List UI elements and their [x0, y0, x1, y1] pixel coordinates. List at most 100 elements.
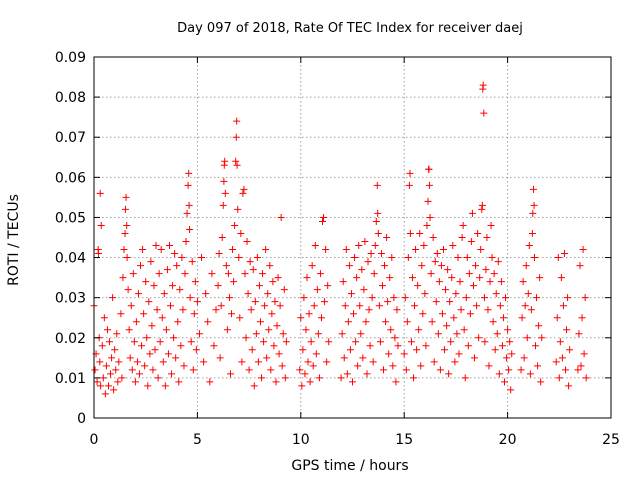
data-point	[129, 270, 137, 278]
data-point	[221, 157, 229, 165]
x-tick-label: 20	[499, 432, 517, 448]
data-point	[178, 254, 186, 262]
y-tick-label: 0.02	[55, 331, 86, 347]
data-point	[312, 350, 320, 358]
data-point	[262, 246, 270, 254]
data-point	[215, 250, 223, 258]
data-point	[521, 302, 529, 310]
data-point	[582, 374, 590, 382]
data-point	[173, 262, 181, 270]
data-point	[226, 370, 234, 378]
data-point	[530, 254, 538, 262]
data-point	[154, 374, 162, 382]
data-point	[413, 346, 421, 354]
data-point	[323, 358, 331, 366]
data-point	[311, 242, 319, 250]
data-point	[109, 294, 117, 302]
x-tick-labels: 0 5 10 15 20 25	[90, 432, 620, 448]
data-point	[122, 193, 130, 201]
data-point	[167, 302, 175, 310]
data-point	[477, 246, 485, 254]
data-point	[302, 326, 310, 334]
data-point	[522, 262, 530, 270]
data-point	[360, 286, 368, 294]
data-point	[349, 378, 356, 386]
data-point	[415, 326, 423, 334]
data-point	[423, 221, 431, 229]
data-point	[364, 258, 372, 266]
data-point	[316, 270, 324, 278]
data-point	[482, 266, 490, 274]
data-point	[485, 362, 493, 370]
data-point	[91, 366, 99, 374]
data-point	[234, 205, 242, 213]
data-point	[165, 242, 173, 250]
data-point	[375, 302, 383, 310]
data-point	[371, 242, 379, 250]
data-point	[492, 290, 500, 298]
data-point	[456, 278, 464, 286]
data-point	[374, 209, 382, 217]
data-point	[338, 330, 346, 338]
data-point	[476, 274, 484, 282]
y-tick-label: 0.08	[55, 90, 86, 106]
data-point	[519, 278, 527, 286]
data-point	[208, 270, 216, 278]
data-point	[149, 366, 157, 374]
data-point	[433, 250, 441, 258]
data-point	[458, 234, 466, 241]
data-point	[112, 366, 120, 374]
data-point	[97, 221, 105, 229]
data-point	[475, 334, 483, 342]
data-point	[343, 370, 351, 378]
data-point	[141, 362, 149, 370]
data-point	[352, 338, 360, 346]
data-point	[355, 242, 363, 250]
data-point	[297, 314, 305, 322]
data-point	[527, 306, 535, 314]
data-point	[172, 354, 180, 362]
data-point	[506, 338, 514, 346]
data-point	[419, 310, 427, 318]
data-point	[425, 181, 433, 189]
data-point	[359, 354, 367, 362]
y-tick-label: 0.06	[55, 170, 86, 186]
data-point	[101, 390, 109, 398]
data-point	[483, 234, 491, 241]
data-point	[473, 302, 481, 310]
data-point	[450, 314, 458, 322]
data-point	[221, 189, 229, 197]
data-point	[554, 254, 562, 262]
data-point	[265, 326, 273, 334]
data-point	[143, 334, 151, 342]
data-point	[498, 342, 506, 350]
data-point	[179, 306, 187, 314]
data-point	[274, 274, 282, 282]
data-point	[186, 225, 194, 233]
data-point	[225, 294, 233, 302]
data-point	[322, 246, 330, 254]
data-point	[100, 314, 108, 322]
grid-lines	[94, 57, 611, 418]
data-point	[190, 310, 198, 318]
data-point	[269, 278, 277, 286]
data-point	[384, 298, 392, 306]
data-point	[214, 282, 222, 290]
data-point	[580, 350, 588, 358]
data-point	[436, 366, 444, 374]
data-point	[240, 185, 248, 193]
data-point	[411, 302, 419, 310]
data-point	[177, 342, 185, 350]
data-point	[296, 366, 304, 374]
data-point	[278, 362, 286, 370]
data-point	[160, 290, 168, 298]
data-point	[260, 338, 268, 346]
data-point	[351, 254, 359, 262]
data-point	[200, 358, 208, 366]
data-point	[175, 378, 183, 386]
data-point	[406, 229, 414, 237]
data-point	[418, 262, 426, 270]
data-point	[425, 165, 433, 173]
data-point	[281, 374, 289, 382]
data-point	[449, 242, 457, 250]
